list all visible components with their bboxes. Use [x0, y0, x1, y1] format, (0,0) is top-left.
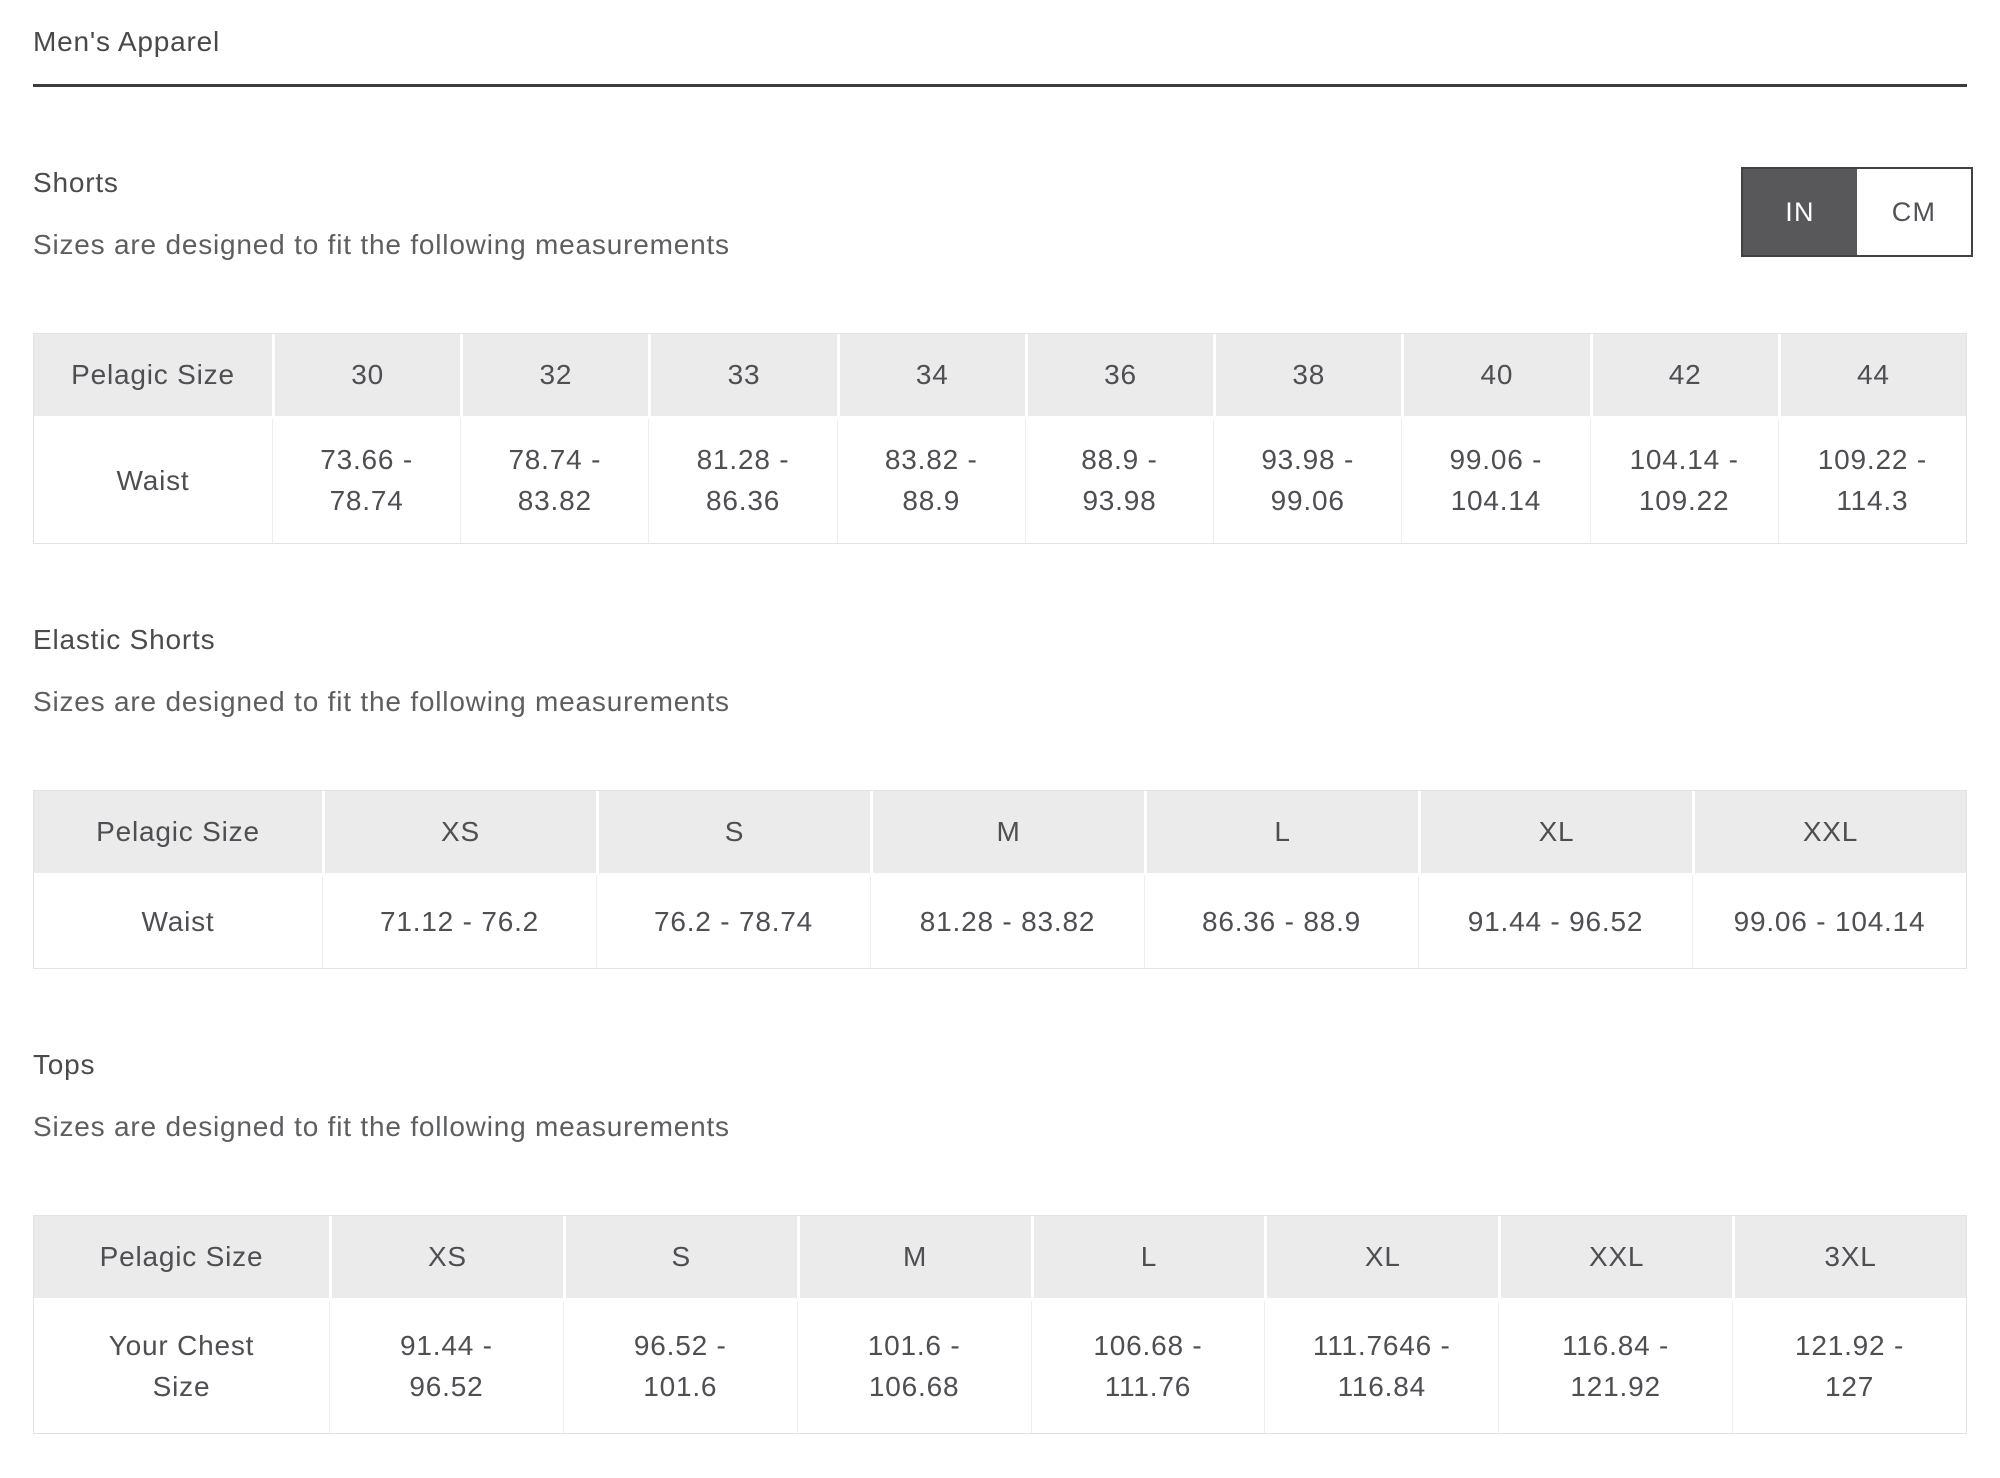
- table-cell: 86.36 - 88.9: [1144, 876, 1418, 968]
- table-cell: 99.06 - 104.14: [1401, 419, 1590, 543]
- row-label: Waist: [34, 419, 272, 543]
- column-header: XS: [329, 1216, 563, 1301]
- row-label: Your Chest Size: [34, 1301, 329, 1433]
- column-header: Pelagic Size: [34, 791, 322, 876]
- tops-header-row: Pelagic Size XS S M L XL XXL 3XL: [34, 1216, 1966, 1301]
- table-row: Waist 73.66 - 78.74 78.74 - 83.82 81.28 …: [34, 419, 1966, 543]
- shorts-description: Sizes are designed to fit the following …: [33, 229, 730, 260]
- column-header: 36: [1024, 334, 1214, 419]
- row-label: Waist: [34, 876, 322, 968]
- elastic-shorts-table-wrap: Pelagic Size XS S M L XL XXL Waist 71.12…: [33, 790, 1967, 969]
- table-cell: 81.28 - 86.36: [648, 419, 837, 543]
- column-header: M: [870, 791, 1144, 876]
- table-cell: 91.44 - 96.52: [1418, 876, 1692, 968]
- size-chart-page: Men's Apparel Shorts IN CM Sizes are des…: [33, 26, 1973, 1434]
- table-cell: 116.84 - 121.92: [1498, 1301, 1733, 1433]
- column-header: 44: [1777, 334, 1966, 419]
- table-cell: 93.98 - 99.06: [1213, 419, 1402, 543]
- table-cell: 121.92 - 127: [1732, 1301, 1966, 1433]
- column-header: L: [1144, 791, 1418, 876]
- tops-table-wrap: Pelagic Size XS S M L XL XXL 3XL Your Ch…: [33, 1215, 1967, 1434]
- column-header: M: [796, 1216, 1031, 1301]
- table-row: Waist 71.12 - 76.2 76.2 - 78.74 81.28 - …: [34, 876, 1966, 968]
- column-header: 42: [1589, 334, 1778, 419]
- column-header: S: [562, 1216, 797, 1301]
- table-cell: 106.68 - 111.76: [1030, 1301, 1265, 1433]
- table-cell: 78.74 - 83.82: [460, 419, 649, 543]
- unit-toggle[interactable]: IN CM: [1741, 167, 1973, 257]
- column-header: 34: [836, 334, 1025, 419]
- title-divider: [33, 84, 1967, 87]
- table-cell: 99.06 - 104.14: [1692, 876, 1966, 968]
- elastic-shorts-header-row: Pelagic Size XS S M L XL XXL: [34, 791, 1966, 876]
- column-header: Pelagic Size: [34, 334, 272, 419]
- column-header: 30: [272, 334, 461, 419]
- column-header: XL: [1418, 791, 1692, 876]
- shorts-header-row: Pelagic Size 30 32 33 34 36 38 40 42 44: [34, 334, 1966, 419]
- table-cell: 109.22 - 114.3: [1777, 419, 1966, 543]
- unit-cm-button[interactable]: CM: [1857, 169, 1971, 255]
- section-shorts: Shorts IN CM Sizes are designed to fit t…: [33, 167, 1973, 544]
- tops-heading: Tops: [33, 1049, 96, 1080]
- shorts-heading: Shorts: [33, 167, 119, 198]
- table-cell: 88.9 - 93.98: [1024, 419, 1214, 543]
- shorts-size-table: Pelagic Size 30 32 33 34 36 38 40 42 44: [33, 333, 1967, 544]
- column-header: XS: [322, 791, 596, 876]
- table-cell: 104.14 - 109.22: [1589, 419, 1778, 543]
- table-cell: 71.12 - 76.2: [322, 876, 596, 968]
- column-header: 32: [460, 334, 649, 419]
- column-header: XXL: [1498, 1216, 1733, 1301]
- column-header: Pelagic Size: [34, 1216, 329, 1301]
- column-header: 40: [1401, 334, 1590, 419]
- unit-in-button[interactable]: IN: [1743, 169, 1857, 255]
- table-cell: 83.82 - 88.9: [836, 419, 1025, 543]
- table-cell: 73.66 - 78.74: [272, 419, 461, 543]
- page-title: Men's Apparel: [33, 26, 220, 57]
- section-elastic-shorts: Elastic Shorts Sizes are designed to fit…: [33, 624, 1967, 969]
- table-cell: 96.52 - 101.6: [562, 1301, 797, 1433]
- tops-description: Sizes are designed to fit the following …: [33, 1111, 730, 1142]
- table-cell: 81.28 - 83.82: [870, 876, 1144, 968]
- column-header: S: [596, 791, 870, 876]
- table-cell: 111.7646 - 116.84: [1264, 1301, 1499, 1433]
- column-header: 38: [1213, 334, 1402, 419]
- column-header: XL: [1264, 1216, 1499, 1301]
- elastic-shorts-size-table: Pelagic Size XS S M L XL XXL Waist 71.12…: [33, 790, 1967, 969]
- table-cell: 91.44 - 96.52: [329, 1301, 563, 1433]
- column-header: L: [1030, 1216, 1265, 1301]
- column-header: 3XL: [1732, 1216, 1966, 1301]
- elastic-shorts-heading: Elastic Shorts: [33, 624, 216, 655]
- elastic-shorts-description: Sizes are designed to fit the following …: [33, 686, 730, 717]
- column-header: XXL: [1692, 791, 1966, 876]
- tops-size-table: Pelagic Size XS S M L XL XXL 3XL Your Ch…: [33, 1215, 1967, 1434]
- table-cell: 101.6 - 106.68: [796, 1301, 1031, 1433]
- table-row: Your Chest Size 91.44 - 96.52 96.52 - 10…: [34, 1301, 1966, 1433]
- shorts-table-wrap: Pelagic Size 30 32 33 34 36 38 40 42 44: [33, 333, 1967, 544]
- column-header: 33: [648, 334, 837, 419]
- table-cell: 76.2 - 78.74: [596, 876, 870, 968]
- section-tops: Tops Sizes are designed to fit the follo…: [33, 1049, 1967, 1434]
